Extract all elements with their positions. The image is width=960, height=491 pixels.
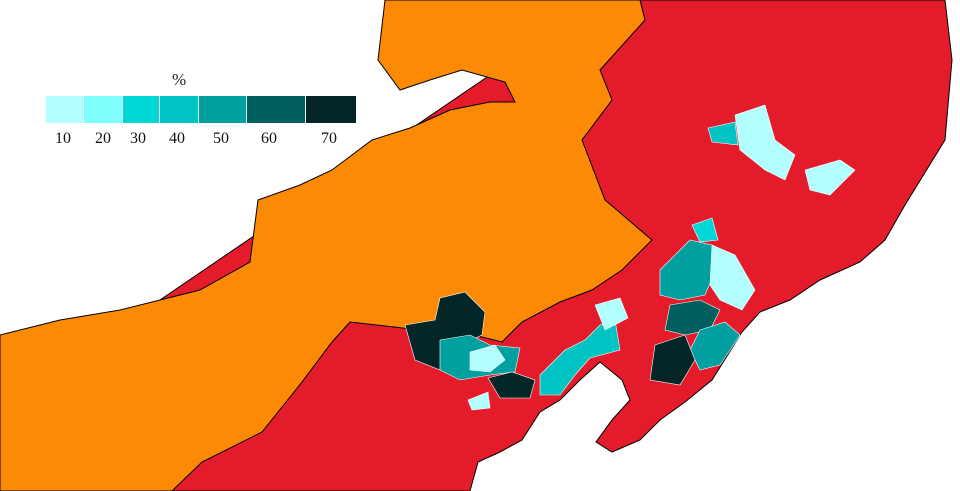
- sea-bay: [530, 375, 640, 491]
- orange-region: [0, 0, 653, 491]
- legend-swatch: [84, 96, 123, 123]
- district: [691, 217, 719, 243]
- district: [467, 391, 491, 411]
- legend-swatch: [123, 96, 160, 123]
- legend-ticks: 10 20 30 40 50 60 70: [46, 130, 354, 150]
- legend-swatch: [160, 96, 199, 123]
- district: [594, 297, 629, 331]
- legend-swatch: [247, 96, 306, 123]
- district: [469, 344, 506, 373]
- legend-tick: 60: [261, 130, 277, 147]
- district: [709, 244, 756, 311]
- legend-tick: 50: [213, 130, 229, 147]
- district: [734, 104, 796, 181]
- district: [649, 334, 696, 386]
- district: [804, 159, 856, 196]
- legend-tick: 10: [55, 130, 71, 147]
- district: [539, 319, 621, 396]
- district: [487, 371, 536, 399]
- district: [707, 121, 739, 146]
- legend-swatch: [306, 96, 356, 123]
- legend-swatches: [46, 96, 356, 123]
- legend-tick: 20: [95, 130, 111, 147]
- legend-swatch: [46, 96, 84, 123]
- legend-tick: 70: [321, 130, 337, 147]
- teal-districts: [404, 104, 856, 411]
- legend-tick: 40: [169, 130, 185, 147]
- legend-swatch: [199, 96, 247, 123]
- legend-title: %: [172, 70, 187, 89]
- district: [404, 291, 486, 371]
- legend-tick: 30: [130, 130, 146, 147]
